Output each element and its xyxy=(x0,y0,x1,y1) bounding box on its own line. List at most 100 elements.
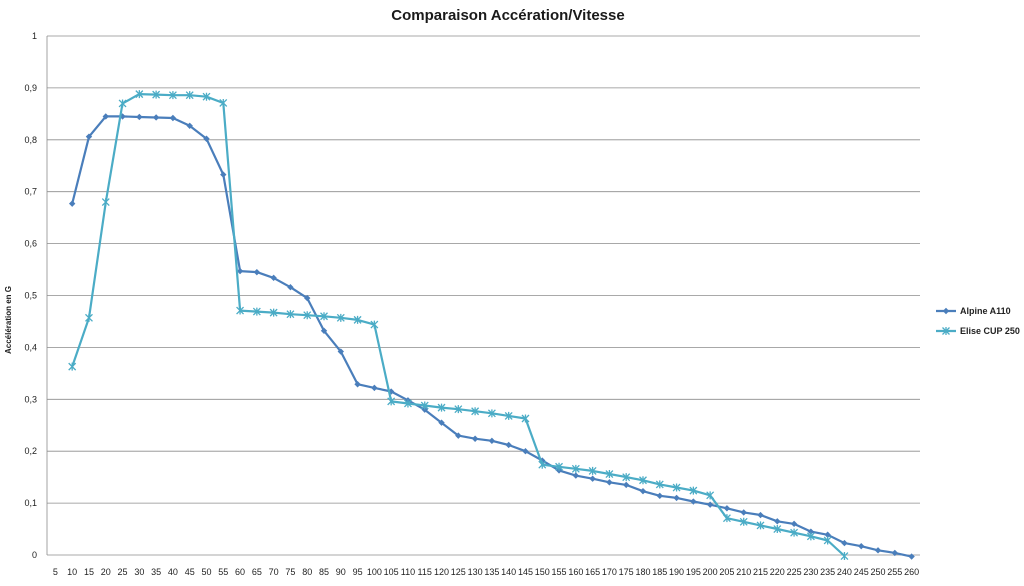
data-point-diamond xyxy=(421,406,428,413)
data-point-diamond xyxy=(455,432,462,439)
series-line xyxy=(71,115,912,558)
data-point-diamond xyxy=(874,547,882,554)
x-tick-label: 125 xyxy=(451,567,466,577)
data-point-star xyxy=(68,362,77,371)
data-point-star xyxy=(538,460,547,469)
x-tick-label: 100 xyxy=(367,567,382,577)
series-elise-cup-250 xyxy=(68,90,849,561)
x-tick-label: 220 xyxy=(770,567,785,577)
data-point-star xyxy=(320,312,328,321)
y-tick-label: 0,6 xyxy=(24,239,37,249)
data-point-star xyxy=(823,536,832,545)
y-tick-label: 0 xyxy=(32,550,37,560)
x-tick-label: 240 xyxy=(837,567,852,577)
x-tick-label: 30 xyxy=(134,567,144,577)
data-point-diamond xyxy=(824,531,831,538)
data-point-diamond xyxy=(790,520,798,528)
x-tick-label: 165 xyxy=(585,567,600,577)
y-tick-label: 0,9 xyxy=(24,83,37,93)
data-point-diamond xyxy=(757,511,764,519)
data-point-diamond xyxy=(471,435,479,442)
data-point-star xyxy=(942,327,950,335)
data-point-star xyxy=(403,399,412,408)
series-layer xyxy=(68,90,915,561)
x-tick-label: 175 xyxy=(619,567,634,577)
data-point-diamond xyxy=(371,384,378,392)
data-point-diamond xyxy=(85,133,93,140)
y-tick-label: 1 xyxy=(32,31,37,41)
legend: Alpine A110 Elise CUP 250 xyxy=(936,306,1020,336)
x-axis-ticks: 5 10 15 20 25 30 35 40 45 50 55 60 65 70 75 80 85 90 95 100… xyxy=(53,567,919,577)
data-point-star xyxy=(773,525,782,534)
legend-label: Elise CUP 250 xyxy=(960,326,1020,336)
x-tick-label: 225 xyxy=(787,567,802,577)
data-point-star xyxy=(605,470,614,479)
data-point-diamond xyxy=(203,135,210,142)
legend-item: Alpine A110 xyxy=(936,306,1011,316)
data-point-star xyxy=(152,90,161,99)
data-point-diamond xyxy=(488,437,496,445)
data-point-diamond xyxy=(169,114,177,122)
data-point-star xyxy=(756,521,765,530)
x-tick-label: 55 xyxy=(218,567,228,577)
data-point-diamond xyxy=(220,171,227,178)
data-point-diamond xyxy=(639,487,647,495)
x-tick-label: 5 xyxy=(53,567,58,577)
data-point-star xyxy=(504,411,513,420)
y-axis-label: Accélération en G xyxy=(4,286,13,354)
data-point-star xyxy=(555,462,564,471)
data-point-diamond xyxy=(858,542,865,550)
data-point-diamond xyxy=(908,553,915,560)
data-point-star xyxy=(185,91,194,100)
legend-label: Alpine A110 xyxy=(960,306,1011,316)
data-point-star xyxy=(85,313,93,322)
x-tick-label: 260 xyxy=(904,567,919,577)
data-point-diamond xyxy=(102,113,109,120)
data-point-diamond xyxy=(539,457,546,464)
x-tick-label: 105 xyxy=(384,567,399,577)
data-point-diamond xyxy=(723,505,731,512)
x-tick-label: 140 xyxy=(501,567,516,577)
data-point-star xyxy=(370,320,379,329)
x-tick-label: 20 xyxy=(101,567,111,577)
x-tick-label: 110 xyxy=(401,567,415,577)
data-point-star xyxy=(286,310,295,319)
data-point-diamond xyxy=(942,307,950,315)
data-point-star xyxy=(840,552,849,561)
data-point-star xyxy=(118,99,127,108)
x-tick-label: 230 xyxy=(803,567,818,577)
data-point-diamond xyxy=(253,268,261,276)
x-tick-label: 185 xyxy=(652,567,667,577)
x-tick-label: 235 xyxy=(820,567,835,577)
x-tick-label: 15 xyxy=(84,567,94,577)
x-tick-label: 155 xyxy=(552,567,567,577)
x-tick-label: 245 xyxy=(854,567,869,577)
series-line xyxy=(71,93,846,557)
x-tick-label: 205 xyxy=(719,567,734,577)
x-tick-label: 170 xyxy=(602,567,617,577)
x-tick-label: 65 xyxy=(252,567,262,577)
x-tick-label: 160 xyxy=(568,567,583,577)
data-point-diamond xyxy=(236,267,244,275)
x-tick-label: 40 xyxy=(168,567,178,577)
x-tick-label: 115 xyxy=(418,567,432,577)
data-point-star xyxy=(269,308,278,317)
data-point-star xyxy=(387,397,396,406)
y-tick-label: 0,1 xyxy=(24,498,37,508)
data-point-star xyxy=(101,198,110,207)
data-point-diamond xyxy=(774,518,781,525)
data-point-diamond xyxy=(136,113,143,121)
x-tick-label: 10 xyxy=(67,567,77,577)
y-axis-ticks: 0 0,1 0,2 0,3 0,4 0,5 0,6 0,7 0,8 0,9 1 xyxy=(24,31,37,560)
x-tick-label: 130 xyxy=(468,567,483,577)
x-tick-label: 70 xyxy=(269,567,279,577)
x-tick-label: 25 xyxy=(118,567,128,577)
x-tick-label: 120 xyxy=(434,567,449,577)
legend-item: Elise CUP 250 xyxy=(936,326,1020,336)
data-point-star xyxy=(622,473,631,482)
x-tick-label: 215 xyxy=(753,567,768,577)
y-tick-label: 0,3 xyxy=(24,394,37,404)
x-tick-label: 210 xyxy=(736,567,751,577)
data-point-diamond xyxy=(287,283,294,291)
x-tick-label: 200 xyxy=(703,567,718,577)
